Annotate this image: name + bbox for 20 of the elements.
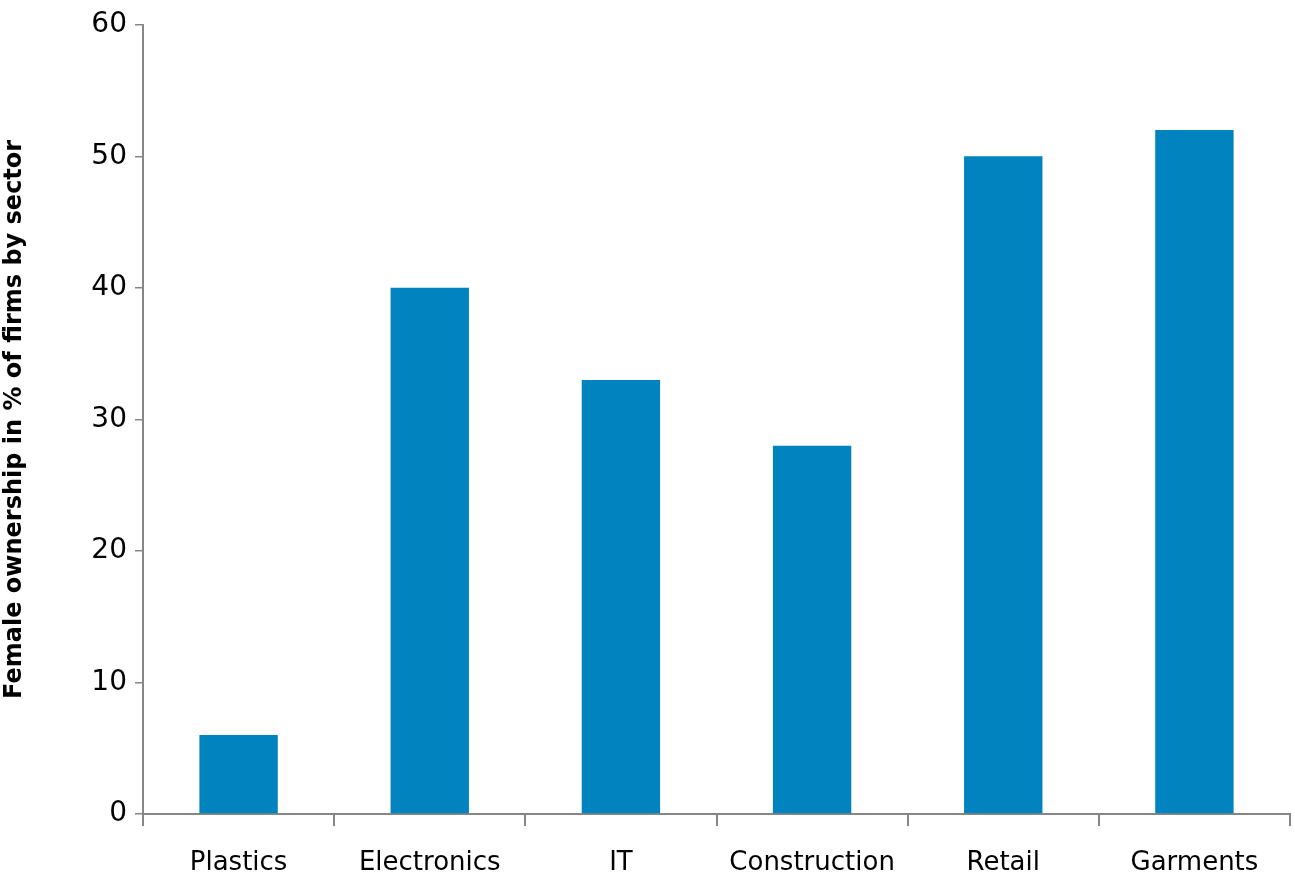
y-tick-label: 0	[109, 795, 127, 829]
bar	[199, 735, 278, 814]
y-tick-label: 20	[91, 532, 127, 566]
bar	[772, 445, 852, 814]
x-tick-label: Retail	[966, 846, 1040, 877]
y-tick-label: 40	[91, 269, 127, 303]
x-tick-label: Electronics	[358, 846, 501, 877]
y-tick-label: 50	[91, 137, 127, 171]
y-tick-label: 30	[91, 400, 127, 434]
bar	[964, 156, 1043, 814]
bar	[1155, 130, 1234, 814]
bar	[390, 287, 469, 814]
x-tick-label: Garments	[1130, 846, 1259, 877]
bar	[581, 379, 661, 814]
y-axis-title: Female ownership in % of firms by sector	[0, 139, 27, 699]
x-tick-label: Construction	[729, 846, 895, 877]
y-tick-label: 60	[91, 6, 127, 40]
x-tick-label: Plastics	[189, 846, 288, 877]
x-tick-label: IT	[609, 846, 633, 877]
y-tick-label: 10	[91, 663, 127, 697]
